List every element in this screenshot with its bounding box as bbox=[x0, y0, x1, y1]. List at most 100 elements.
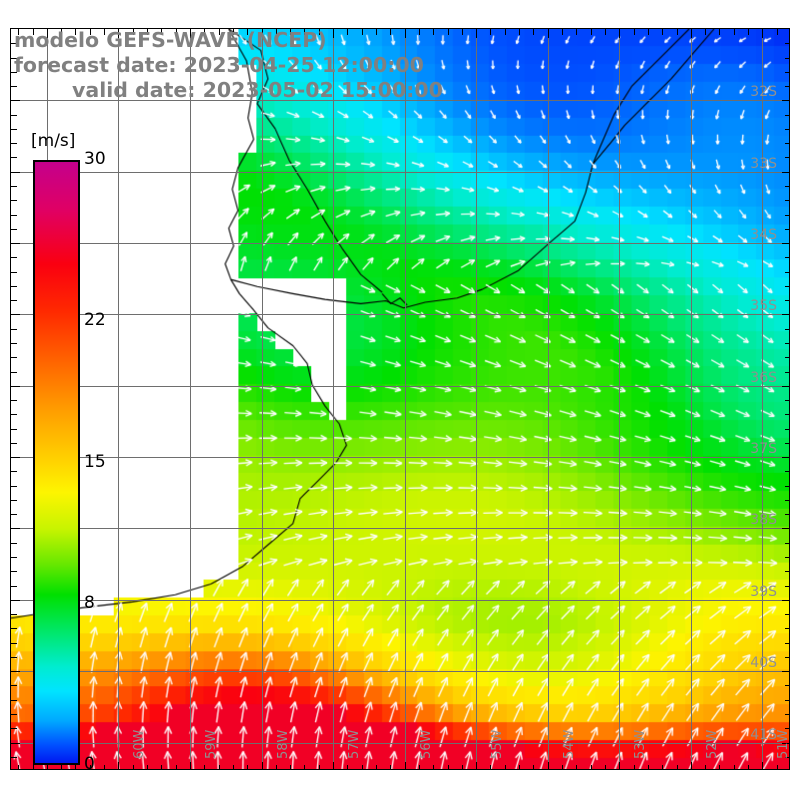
axis-tick bbox=[89, 29, 91, 35]
axis-tick bbox=[719, 765, 721, 769]
axis-tick bbox=[533, 29, 535, 35]
axis-tick bbox=[104, 765, 105, 769]
axis-tick bbox=[11, 557, 17, 558]
axis-tick bbox=[11, 114, 17, 116]
gridline-latitude bbox=[11, 457, 789, 459]
axis-tick bbox=[785, 200, 789, 202]
axis-tick bbox=[175, 29, 177, 35]
axis-tick bbox=[590, 29, 592, 35]
gridline-longitude bbox=[619, 29, 621, 769]
axis-tick bbox=[11, 571, 17, 573]
axis-tick bbox=[604, 765, 606, 769]
gridline-latitude bbox=[11, 528, 789, 530]
gridline-longitude bbox=[476, 29, 478, 769]
axis-tick bbox=[218, 29, 220, 35]
axis-tick bbox=[785, 214, 789, 216]
axis-tick bbox=[782, 742, 789, 744]
axis-tick bbox=[11, 400, 17, 401]
axis-tick bbox=[333, 29, 334, 38]
axis-tick bbox=[785, 285, 789, 287]
axis-tick bbox=[461, 765, 463, 769]
axis-tick bbox=[785, 86, 789, 88]
axis-tick bbox=[647, 29, 649, 35]
colorbar bbox=[33, 160, 80, 765]
axis-tick bbox=[290, 765, 292, 769]
axis-tick bbox=[504, 765, 506, 769]
colorbar-unit-label: [m/s] bbox=[31, 131, 76, 151]
axis-tick bbox=[11, 514, 17, 516]
axis-tick bbox=[11, 385, 20, 387]
axis-tick bbox=[11, 671, 20, 673]
axis-tick bbox=[519, 29, 521, 35]
axis-tick bbox=[304, 765, 306, 769]
gridline-longitude bbox=[404, 29, 406, 769]
axis-tick bbox=[762, 29, 764, 38]
axis-tick bbox=[476, 762, 478, 769]
axis-tick bbox=[785, 756, 789, 758]
axis-tick bbox=[304, 29, 306, 35]
axis-tick bbox=[785, 442, 789, 444]
wind-speed-field-canvas bbox=[11, 29, 789, 769]
gridline-latitude bbox=[11, 599, 789, 601]
axis-tick bbox=[11, 442, 17, 444]
axis-tick bbox=[247, 765, 249, 769]
axis-tick bbox=[562, 29, 563, 35]
axis-tick bbox=[11, 86, 17, 88]
axis-tick bbox=[11, 499, 17, 501]
axis-tick bbox=[11, 257, 17, 259]
axis-tick bbox=[189, 29, 191, 38]
axis-tick bbox=[11, 585, 17, 587]
axis-tick bbox=[785, 699, 789, 701]
gridline-latitude bbox=[11, 314, 789, 316]
axis-tick bbox=[32, 765, 34, 769]
axis-tick bbox=[390, 765, 392, 769]
gridline-longitude bbox=[690, 29, 692, 769]
axis-tick bbox=[447, 29, 449, 35]
axis-tick bbox=[11, 728, 17, 730]
axis-tick bbox=[11, 428, 17, 430]
axis-tick bbox=[11, 713, 17, 715]
axis-tick bbox=[11, 171, 20, 173]
axis-tick bbox=[705, 29, 707, 35]
gridline-longitude bbox=[189, 29, 191, 769]
axis-tick bbox=[61, 765, 63, 769]
axis-tick bbox=[390, 29, 392, 35]
axis-tick bbox=[189, 762, 191, 769]
axis-tick bbox=[748, 765, 750, 769]
axis-tick bbox=[647, 765, 649, 769]
axis-tick bbox=[11, 186, 17, 187]
axis-tick bbox=[785, 300, 789, 302]
axis-tick bbox=[175, 765, 177, 769]
axis-tick bbox=[11, 71, 17, 73]
axis-tick bbox=[118, 29, 120, 38]
axis-tick bbox=[11, 414, 17, 416]
axis-tick bbox=[662, 765, 664, 769]
axis-tick bbox=[32, 29, 34, 35]
axis-tick bbox=[576, 29, 578, 35]
axis-tick bbox=[785, 642, 789, 644]
axis-tick bbox=[404, 762, 406, 769]
axis-tick bbox=[46, 762, 48, 769]
colorbar-gradient bbox=[33, 160, 80, 765]
axis-tick bbox=[11, 285, 17, 287]
axis-tick bbox=[785, 128, 789, 130]
colorbar-tick-label: 0 bbox=[84, 754, 95, 774]
axis-tick bbox=[147, 765, 148, 769]
axis-tick bbox=[785, 328, 789, 330]
axis-tick bbox=[11, 314, 20, 316]
axis-tick bbox=[619, 29, 621, 38]
axis-tick bbox=[11, 57, 17, 59]
axis-tick bbox=[11, 457, 20, 459]
axis-tick bbox=[782, 599, 789, 601]
axis-tick bbox=[733, 29, 735, 35]
axis-tick bbox=[733, 765, 735, 769]
axis-tick bbox=[476, 29, 478, 38]
axis-tick bbox=[785, 414, 789, 416]
axis-tick bbox=[490, 765, 492, 769]
axis-tick bbox=[782, 171, 789, 173]
axis-tick bbox=[118, 762, 120, 769]
axis-tick bbox=[11, 243, 20, 244]
axis-tick bbox=[690, 29, 692, 38]
axis-tick bbox=[782, 314, 789, 316]
